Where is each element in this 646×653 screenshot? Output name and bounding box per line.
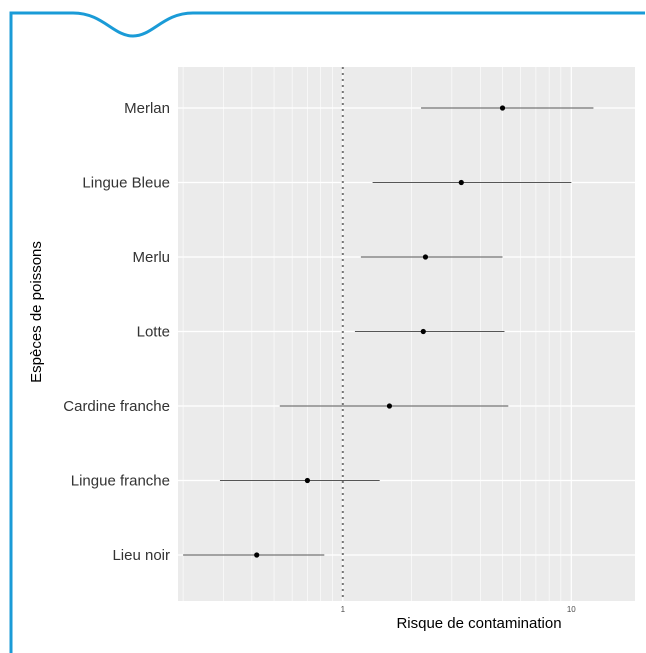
y-tick-label: Cardine franche (63, 398, 170, 415)
point-estimate (386, 403, 393, 409)
point-estimate (304, 477, 311, 484)
y-tick-label: Merlu (132, 249, 170, 266)
y-tick-label: Lieu noir (112, 547, 170, 564)
grid-lines (178, 67, 635, 601)
point-estimate (458, 179, 464, 186)
point-estimate (422, 254, 429, 260)
y-tick-label: Lingue franche (71, 473, 170, 490)
y-tick-label: Lotte (137, 324, 170, 341)
x-tick-label: 1 (341, 605, 346, 614)
data-marks (183, 105, 594, 558)
point-estimate (499, 105, 506, 111)
y-tick-labels: Merlan Lingue Bleue Merlu Lotte Cardine fran… (63, 100, 170, 564)
y-tick-label: Lingue Bleue (82, 175, 170, 192)
point-estimate (254, 552, 260, 558)
x-tick-labels: 1 10 (341, 605, 577, 614)
frame-border (9, 11, 645, 653)
y-axis-title: Espèces de poissons (28, 241, 45, 383)
x-tick-label: 10 (567, 605, 576, 614)
point-estimate (420, 328, 426, 335)
y-tick-label: Merlan (124, 100, 170, 117)
x-axis-title: Risque de contamination (396, 615, 561, 632)
plot-panel (178, 67, 635, 601)
